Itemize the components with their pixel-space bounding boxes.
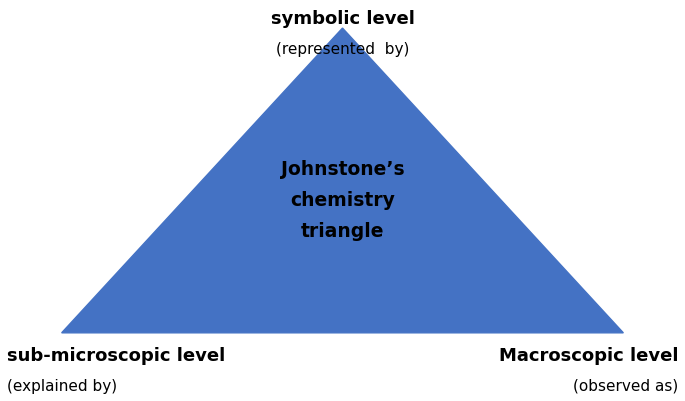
Text: (observed as): (observed as) [573,379,678,394]
Text: symbolic level: symbolic level [271,10,414,28]
Text: (explained by): (explained by) [7,379,117,394]
Text: Johnstone’s
chemistry
triangle: Johnstone’s chemistry triangle [281,160,404,241]
Polygon shape [62,28,623,333]
Text: Macroscopic level: Macroscopic level [499,347,678,365]
Text: (represented  by): (represented by) [276,42,409,57]
Text: sub-microscopic level: sub-microscopic level [7,347,225,365]
